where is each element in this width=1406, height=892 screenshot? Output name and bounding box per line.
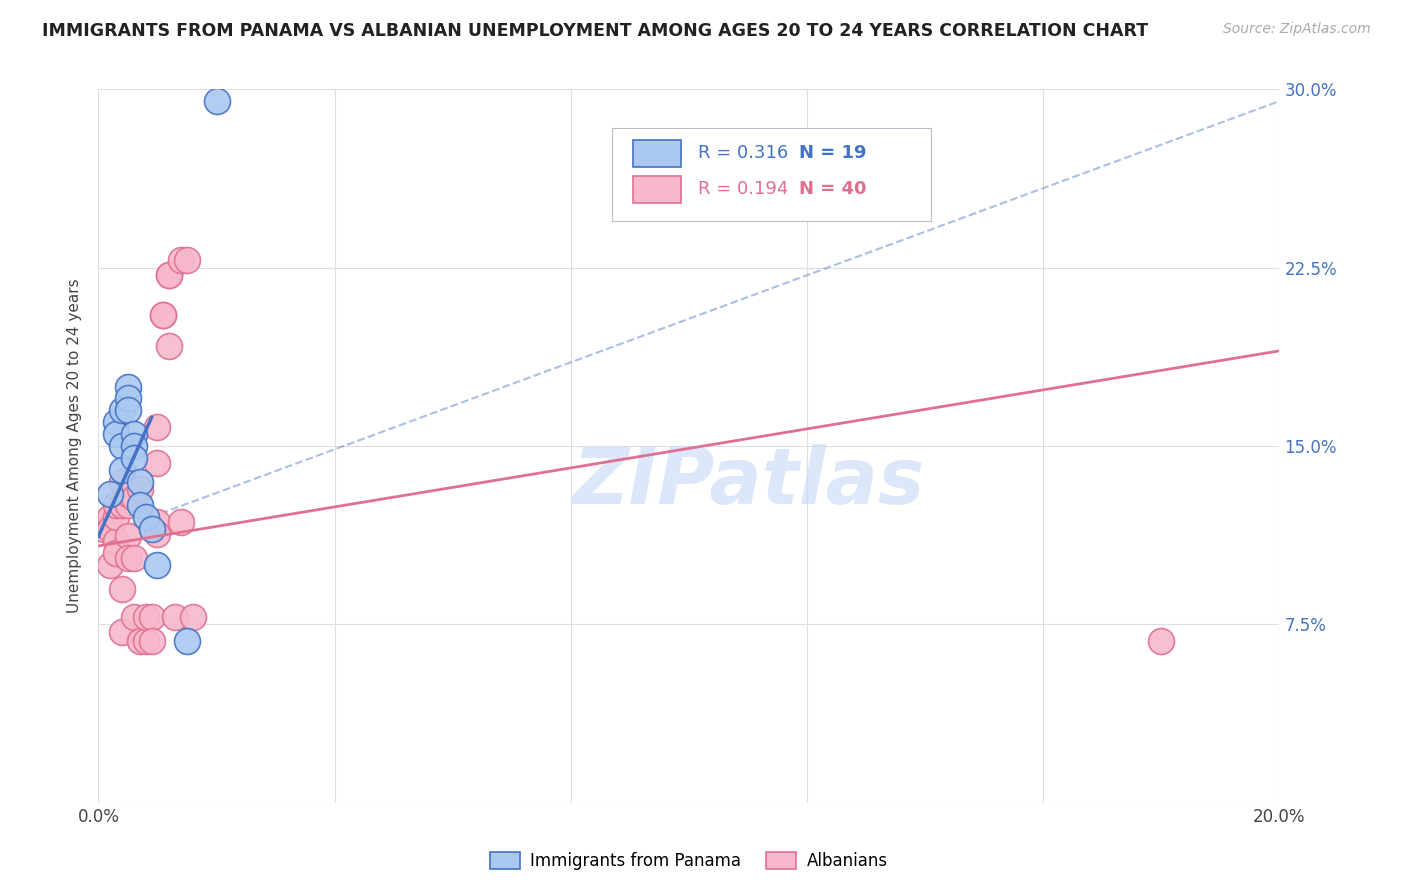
Point	[128, 482, 150, 496]
Point	[117, 379, 139, 393]
Point	[105, 510, 128, 524]
Text: ZIPatlas: ZIPatlas	[572, 443, 924, 520]
Point	[117, 486, 139, 500]
FancyBboxPatch shape	[612, 128, 931, 221]
Point	[111, 582, 134, 596]
Point	[176, 253, 198, 268]
Y-axis label: Unemployment Among Ages 20 to 24 years: Unemployment Among Ages 20 to 24 years	[67, 278, 83, 614]
Point	[146, 558, 169, 572]
Point	[152, 308, 174, 322]
Point	[93, 522, 115, 536]
Point	[122, 450, 145, 465]
Point	[135, 510, 157, 524]
Text: N = 40: N = 40	[799, 180, 866, 198]
Point	[111, 624, 134, 639]
Point	[152, 308, 174, 322]
FancyBboxPatch shape	[634, 176, 681, 202]
Point	[135, 634, 157, 648]
Text: R = 0.194: R = 0.194	[699, 180, 789, 198]
Point	[105, 546, 128, 560]
Point	[135, 610, 157, 624]
Point	[157, 268, 180, 282]
Point	[111, 403, 134, 417]
Point	[170, 515, 193, 529]
Point	[181, 610, 204, 624]
Point	[122, 427, 145, 442]
Text: Source: ZipAtlas.com: Source: ZipAtlas.com	[1223, 22, 1371, 37]
Point	[111, 499, 134, 513]
Point	[105, 415, 128, 429]
Point	[1150, 634, 1173, 648]
Point	[122, 439, 145, 453]
Point	[98, 522, 121, 536]
Text: IMMIGRANTS FROM PANAMA VS ALBANIAN UNEMPLOYMENT AMONG AGES 20 TO 24 YEARS CORREL: IMMIGRANTS FROM PANAMA VS ALBANIAN UNEMP…	[42, 22, 1149, 40]
Point	[146, 420, 169, 434]
Point	[122, 550, 145, 565]
Point	[98, 486, 121, 500]
Point	[105, 427, 128, 442]
Point	[111, 439, 134, 453]
Legend: Immigrants from Panama, Albanians: Immigrants from Panama, Albanians	[484, 845, 894, 877]
Point	[157, 339, 180, 353]
Point	[176, 634, 198, 648]
Point	[117, 499, 139, 513]
Point	[170, 253, 193, 268]
Point	[122, 610, 145, 624]
Point	[105, 534, 128, 549]
Point	[146, 515, 169, 529]
Point	[128, 475, 150, 489]
Point	[128, 634, 150, 648]
Point	[122, 491, 145, 506]
Point	[146, 456, 169, 470]
Text: N = 19: N = 19	[799, 145, 866, 162]
Point	[141, 522, 163, 536]
Point	[146, 527, 169, 541]
Point	[111, 463, 134, 477]
Point	[141, 610, 163, 624]
Point	[117, 403, 139, 417]
Point	[141, 634, 163, 648]
Point	[98, 510, 121, 524]
Point	[105, 499, 128, 513]
Point	[205, 94, 228, 108]
Point	[157, 268, 180, 282]
Point	[98, 558, 121, 572]
Point	[111, 475, 134, 489]
Point	[117, 392, 139, 406]
FancyBboxPatch shape	[634, 140, 681, 167]
Point	[165, 610, 187, 624]
Point	[117, 529, 139, 543]
Point	[117, 550, 139, 565]
Point	[128, 499, 150, 513]
Text: R = 0.316: R = 0.316	[699, 145, 789, 162]
